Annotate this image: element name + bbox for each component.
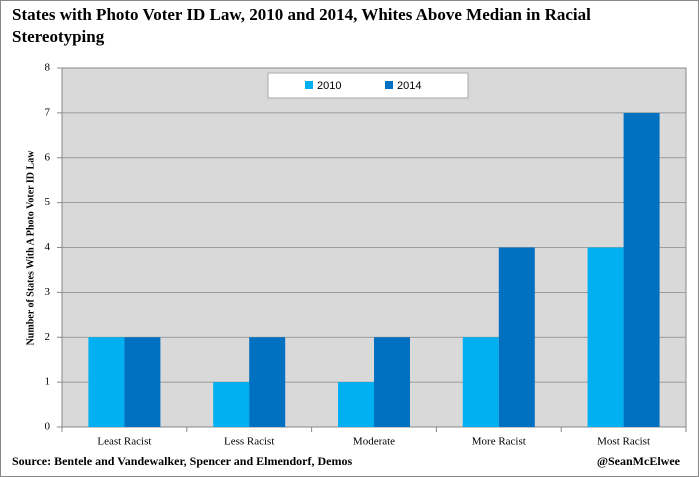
legend-swatch [385, 81, 393, 89]
legend-label: 2010 [317, 80, 341, 92]
y-tick-label: 2 [45, 331, 51, 343]
y-tick-label: 6 [45, 151, 51, 163]
chart-title: States with Photo Voter ID Law, 2010 and… [12, 5, 591, 46]
bar [587, 247, 624, 427]
legend-swatch [305, 81, 313, 89]
source-note: Source: Bentele and Vandewalker, Spencer… [12, 454, 352, 468]
y-tick-label: 8 [45, 62, 51, 74]
legend-label: 2014 [397, 80, 421, 92]
bar [623, 112, 660, 427]
y-tick-label: 3 [45, 286, 51, 298]
x-tick-label: Less Racist [224, 436, 274, 448]
x-tick-label: More Racist [472, 436, 526, 448]
y-axis-label: Number of States With A Photo Voter ID L… [25, 150, 36, 346]
bar [213, 382, 250, 427]
bar [88, 337, 125, 427]
bar [338, 382, 374, 427]
y-tick-label: 4 [45, 241, 51, 253]
y-tick-label: 1 [45, 376, 51, 388]
y-tick-label: 0 [45, 421, 51, 433]
bar [124, 337, 161, 427]
bar [374, 337, 410, 427]
bar [462, 337, 499, 427]
bar [498, 247, 535, 427]
credit: @SeanMcElwee [597, 454, 681, 468]
bar [249, 337, 286, 427]
legend-box [267, 72, 469, 99]
y-tick-label: 5 [45, 196, 51, 208]
x-tick-label: Least Racist [97, 436, 151, 448]
x-tick-label: Most Racist [597, 436, 650, 448]
x-tick-label: Moderate [353, 436, 395, 448]
y-tick-label: 7 [45, 106, 51, 118]
